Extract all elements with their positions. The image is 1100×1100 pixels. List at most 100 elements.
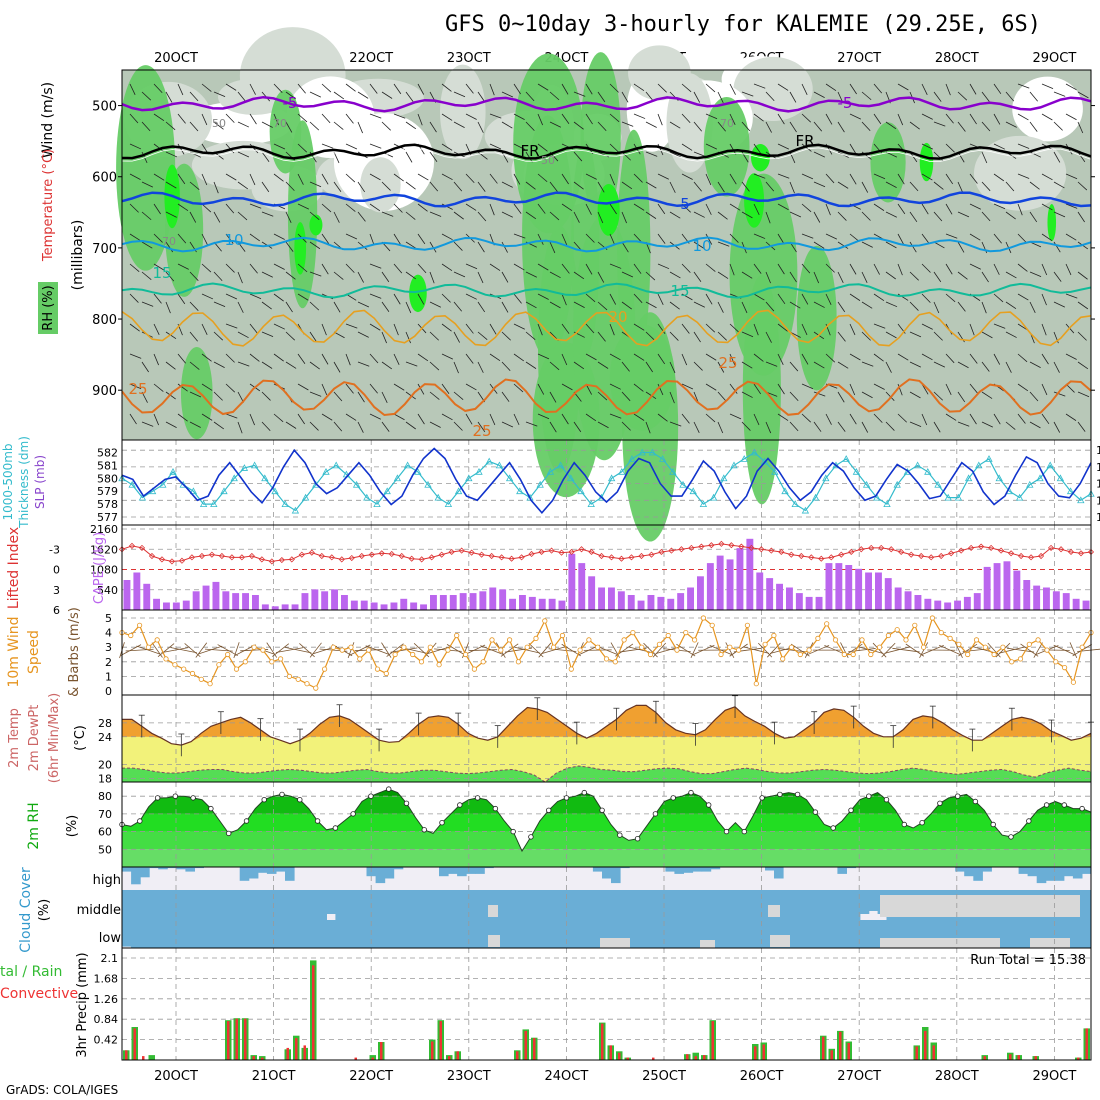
upper-wind-barb <box>609 293 617 305</box>
cloud-bar <box>602 890 612 920</box>
upper-wind-barb <box>933 271 942 283</box>
upper-wind-barb <box>177 383 188 392</box>
cloud-bar <box>699 890 710 920</box>
upper-wind-barb <box>549 361 560 371</box>
upper-wind-barb <box>645 421 651 434</box>
upper-wind-barb <box>657 233 666 244</box>
precip-conv-bar <box>380 1042 383 1060</box>
upper-wind-barb <box>189 181 200 190</box>
cloud-bar <box>708 920 719 948</box>
rh-tick-label: 70 <box>98 808 112 821</box>
upper-wind-barb <box>969 353 978 364</box>
upper-wind-barb <box>633 83 645 92</box>
wind-tick-label: 2 <box>105 656 112 669</box>
upper-wind-barb <box>345 263 355 273</box>
upper-wind-barb <box>753 383 762 395</box>
upper-wind-barb <box>1029 121 1038 132</box>
cloud-bar <box>166 920 176 948</box>
li-tick-label: -3 <box>49 543 60 556</box>
cloud-bar <box>868 890 879 911</box>
upper-wind-barb <box>369 413 381 420</box>
upper-wind-barb <box>369 323 381 331</box>
li-point <box>588 548 595 556</box>
cape-bar <box>983 566 991 610</box>
precip-conv-bar <box>626 1057 629 1060</box>
wind-speed-point <box>357 656 363 662</box>
upper-wind-barb <box>669 211 681 219</box>
thickness-point <box>822 474 830 482</box>
li-point <box>578 546 585 553</box>
cape-bar <box>153 598 160 611</box>
cloud-bar <box>859 890 870 914</box>
upper-wind-barb <box>249 83 256 95</box>
cloud-bar <box>370 920 381 948</box>
li-point <box>498 554 505 561</box>
upper-wind-barb <box>729 263 735 276</box>
upper-wind-barb <box>729 413 742 420</box>
cape-bar <box>291 604 299 610</box>
thickness-point <box>597 493 606 501</box>
li-point <box>958 547 965 554</box>
wind-speed-point <box>550 644 557 650</box>
cloud-bar <box>982 867 992 872</box>
rh-legend-swatch <box>38 282 58 334</box>
rh-point <box>546 807 552 813</box>
upper-wind-barb <box>645 331 655 341</box>
isotherm-line <box>121 143 1092 160</box>
upper-wind-barb <box>969 233 981 241</box>
isotherm-label: 15 <box>670 282 689 300</box>
cape-bar <box>548 598 556 611</box>
upper-wind-barb <box>129 353 142 359</box>
upper-wind-barb <box>789 361 799 372</box>
wind-speed-point <box>586 637 592 643</box>
wind-barb <box>266 642 278 658</box>
upper-wind-barb <box>201 173 208 186</box>
cloud-bar <box>602 920 612 948</box>
li-point <box>1087 548 1095 556</box>
upper-wind-barb <box>825 113 833 125</box>
precip-conv-bar <box>524 1030 527 1060</box>
cloud-bar <box>673 890 683 920</box>
thickness-point <box>424 480 432 488</box>
cloud-bar <box>379 920 390 948</box>
upper-wind-barb <box>717 91 724 103</box>
upper-wind-barb <box>621 121 634 127</box>
li-point <box>198 552 205 560</box>
upper-wind-barb <box>561 323 570 334</box>
upper-wind-barb <box>225 263 235 273</box>
cloud-bar <box>846 867 857 869</box>
upper-wind-barb <box>537 233 544 245</box>
upper-wind-barb <box>525 421 538 427</box>
upper-wind-barb <box>345 383 354 394</box>
upper-wind-barb <box>873 83 883 94</box>
cloud-bar <box>973 867 983 881</box>
upper-wind-barb <box>849 83 857 95</box>
upper-wind-barb <box>453 421 463 431</box>
cloud-bar <box>717 920 727 948</box>
upper-wind-barb <box>621 241 629 253</box>
wind-barb <box>347 642 355 659</box>
upper-wind-barb <box>585 413 597 422</box>
upper-wind-barb <box>933 391 943 401</box>
upper-wind-barb <box>813 91 825 98</box>
upper-wind-barb <box>717 361 725 373</box>
cape-bar <box>1062 593 1070 610</box>
thickness-point <box>924 467 932 475</box>
upper-wind-barb <box>237 121 250 128</box>
upper-wind-barb <box>213 331 224 341</box>
upper-wind-barb <box>765 421 772 434</box>
upper-wind-barb <box>777 233 785 245</box>
li-tick-label: 6 <box>53 604 60 617</box>
cloud-bar <box>664 890 674 920</box>
upper-wind-barb <box>141 181 154 188</box>
upper-wind-barb <box>333 331 345 339</box>
upper-wind-barb <box>273 233 285 240</box>
upper-wind-barb <box>597 391 608 401</box>
wind-barb <box>309 642 322 658</box>
cloud-bar <box>149 867 159 869</box>
rh-point <box>528 834 534 840</box>
upper-wind-barb <box>741 301 748 314</box>
upper-wind-barb <box>561 353 568 366</box>
upper-wind-barb <box>549 91 560 101</box>
